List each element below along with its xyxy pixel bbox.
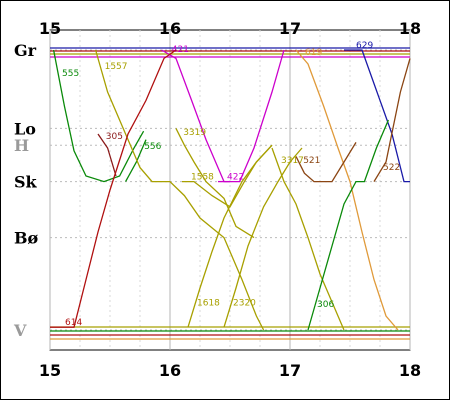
- train-number-label: 1558: [191, 173, 214, 183]
- train-line: [94, 49, 265, 331]
- train-number-label: 3319: [183, 128, 206, 138]
- hour-label-bottom: 16: [159, 361, 181, 380]
- train-number-label: 1618: [197, 299, 220, 309]
- station-label: H: [14, 136, 29, 155]
- train-number-label: 306: [317, 300, 334, 310]
- train-number-label: 522: [383, 163, 400, 173]
- station-label: Sk: [14, 173, 38, 192]
- station-label: Lo: [14, 119, 36, 138]
- train-line: [125, 139, 147, 182]
- train-number-label: 421: [172, 45, 189, 55]
- train-number-label: 2320: [233, 299, 256, 309]
- hour-label-top: 17: [279, 19, 301, 38]
- hour-label-bottom: 18: [399, 361, 421, 380]
- train-line: [161, 49, 285, 183]
- train-number-label: 629: [356, 41, 373, 51]
- train-number-label: 555: [62, 69, 79, 79]
- train-number-label: 305: [106, 132, 123, 142]
- train-number-label: 614: [65, 318, 82, 328]
- train-number-label: 556: [144, 142, 161, 152]
- train-line: [295, 49, 399, 331]
- train-number-label: 422: [227, 173, 244, 183]
- train-line: [97, 133, 117, 177]
- train-line: [175, 128, 255, 239]
- train-number-label: 3317: [281, 156, 304, 166]
- hour-label-bottom: 17: [279, 361, 301, 380]
- train-line: [344, 49, 410, 183]
- train-number-label: 1557: [105, 62, 128, 72]
- train-line: [271, 147, 345, 331]
- train-line: [223, 147, 303, 328]
- train-line: [295, 142, 357, 183]
- station-label: V: [13, 321, 27, 340]
- train-line: [52, 49, 145, 183]
- train-line: [307, 119, 389, 331]
- train-line: [373, 58, 411, 182]
- train-number-label: 619: [305, 48, 322, 58]
- hour-label-bottom: 15: [39, 361, 61, 380]
- train-line: [50, 49, 177, 328]
- hour-label-top: 15: [39, 19, 61, 38]
- station-label: Gr: [14, 41, 37, 60]
- station-label: Bø: [14, 229, 39, 248]
- train-number-label: 521: [303, 156, 320, 166]
- hour-label-top: 18: [399, 19, 421, 38]
- hour-label-top: 16: [159, 19, 181, 38]
- train-line: [187, 144, 273, 328]
